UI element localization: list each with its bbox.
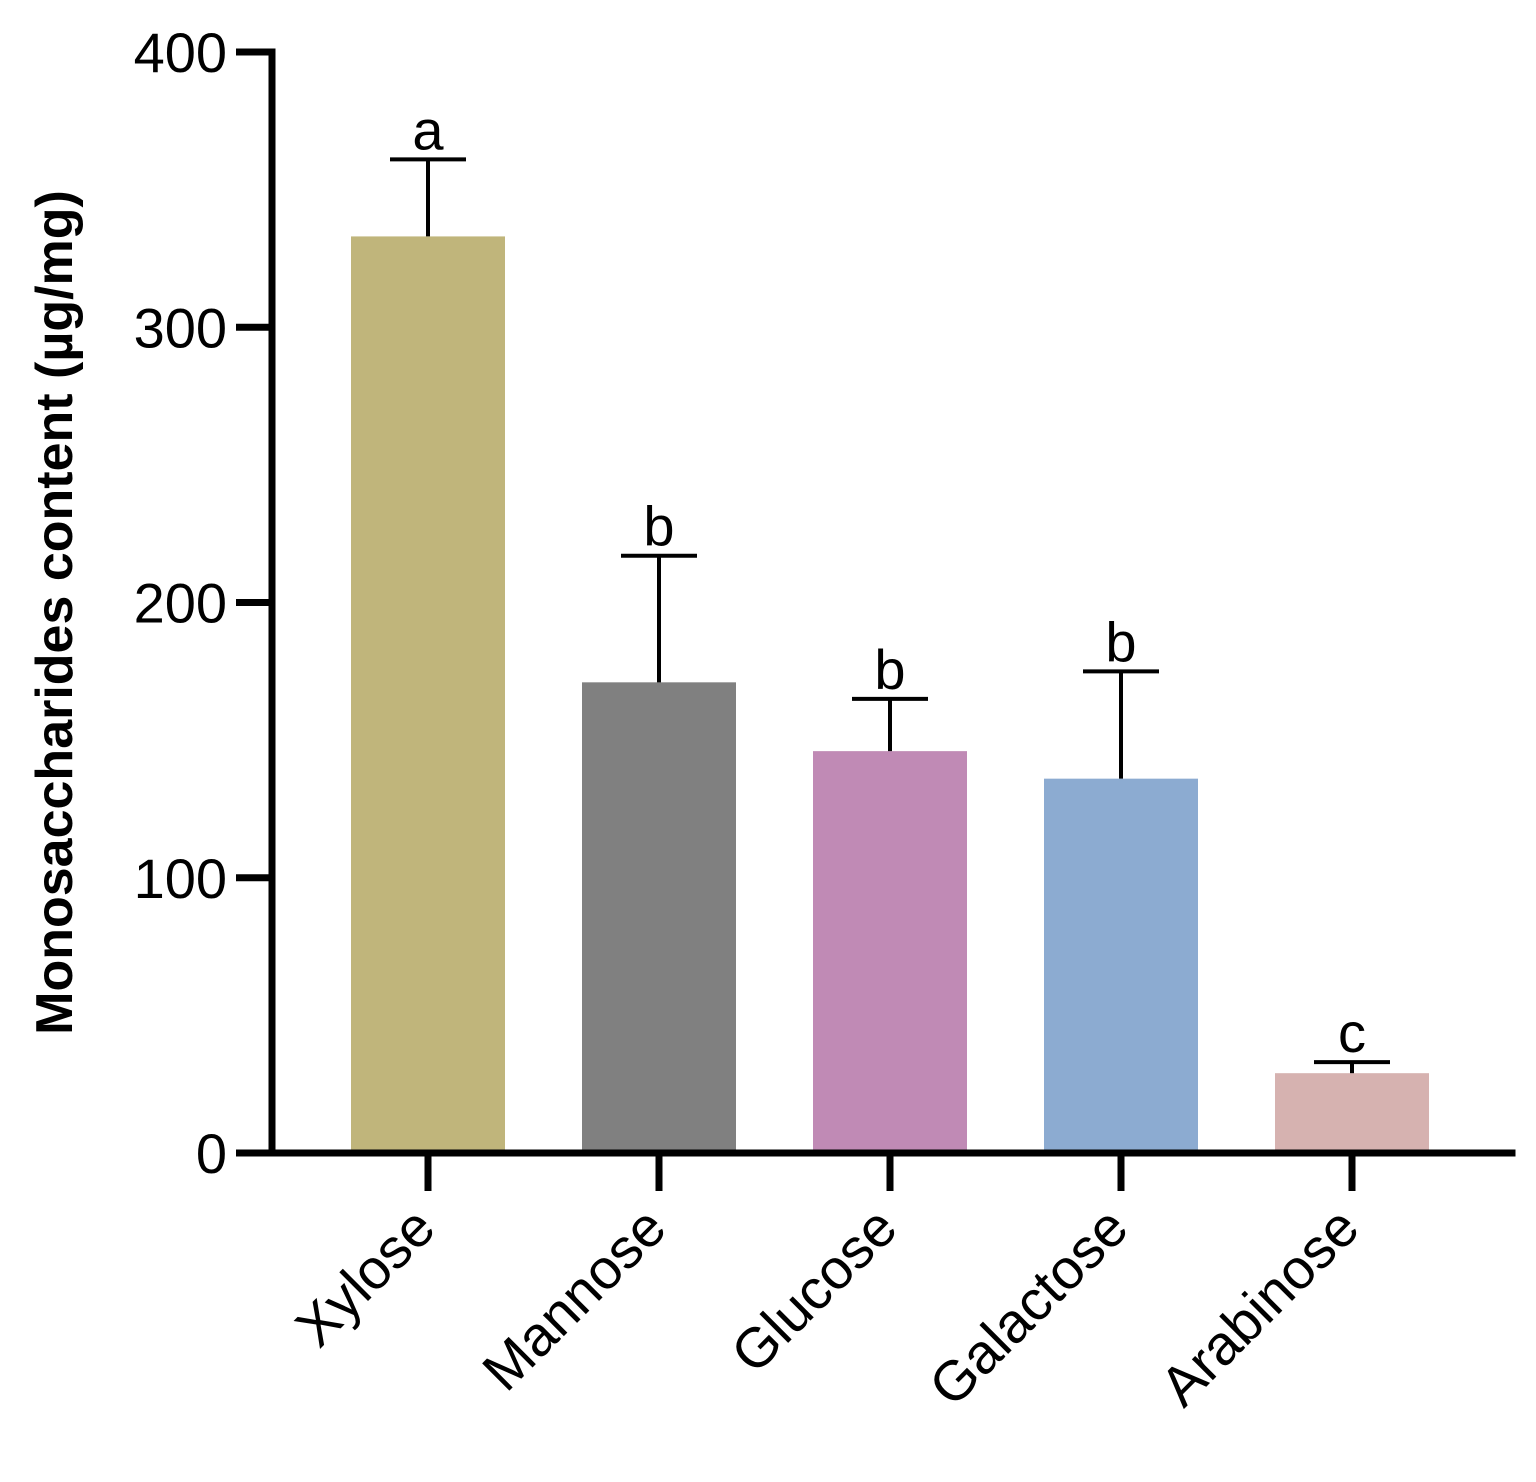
y-tick-label-200: 200 [134, 572, 227, 635]
y-ticks-layer: 0 100 200 300 400 [134, 21, 272, 1185]
y-tick-label-100: 100 [134, 847, 227, 910]
y-axis-title: Monosaccharides content (µg/mg) [26, 190, 84, 1035]
error-bars-layer [390, 157, 1390, 1074]
y-tick-label-0: 0 [196, 1122, 227, 1185]
bar-glucose [813, 751, 967, 1153]
significance-label-mannose: b [643, 495, 674, 558]
y-tick-label-300: 300 [134, 296, 227, 359]
significance-labels-layer: a b b b c [412, 98, 1366, 1064]
significance-label-galactose: b [1105, 610, 1136, 673]
significance-label-arabinose: c [1338, 1001, 1366, 1064]
significance-label-glucose: b [874, 638, 905, 701]
x-tick-label-mannose: Mannose [470, 1195, 677, 1402]
x-tick-label-glucose: Glucose [719, 1195, 909, 1385]
y-tick-label-400: 400 [134, 21, 227, 84]
bars-layer [351, 236, 1429, 1154]
x-ticks-layer: Xylose Mannose Glucose Galactose Arabinose [283, 1153, 1370, 1418]
x-tick-label-arabinose: Arabinose [1148, 1195, 1371, 1418]
bar-galactose [1044, 778, 1198, 1153]
bar-mannose [582, 682, 736, 1153]
bar-arabinose [1275, 1073, 1429, 1153]
x-tick-label-xylose: Xylose [283, 1195, 446, 1358]
x-tick-label-galactose: Galactose [917, 1195, 1140, 1418]
bar-xylose [351, 236, 505, 1154]
significance-label-xylose: a [412, 98, 444, 161]
